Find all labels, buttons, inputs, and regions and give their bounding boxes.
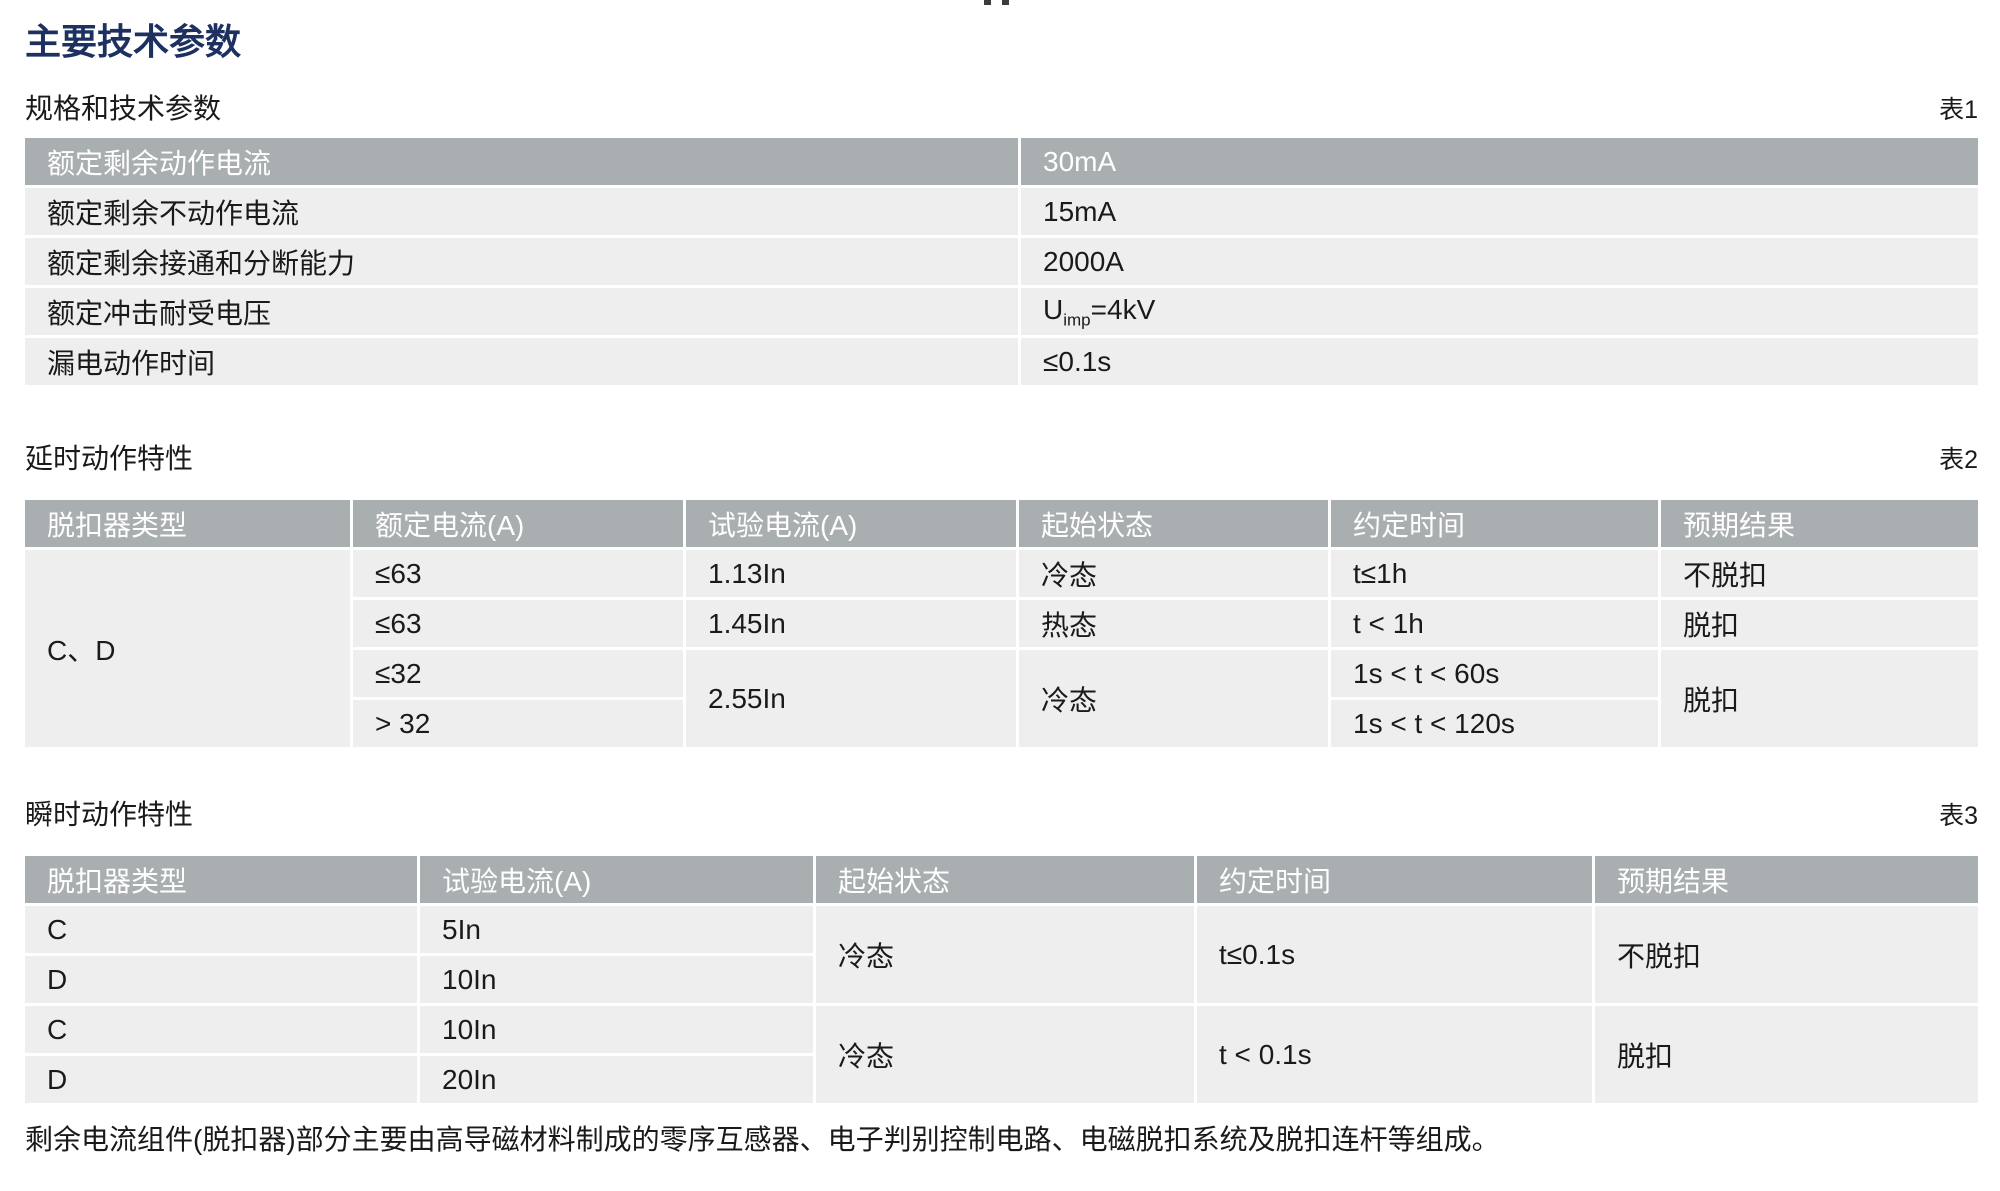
conventional-time-cell: t≤0.1s bbox=[1197, 906, 1592, 1003]
section-head-spec: 规格和技术参数 表1 bbox=[25, 92, 1978, 126]
column-header: 约定时间 bbox=[1331, 500, 1658, 547]
rated-current-cell: ≤32 bbox=[353, 650, 683, 697]
column-header: 起始状态 bbox=[816, 856, 1194, 903]
trip-type-cell: C bbox=[25, 906, 417, 953]
conventional-time-cell: t < 0.1s bbox=[1197, 1006, 1592, 1103]
table-header-row: 脱扣器类型 试验电流(A) 起始状态 约定时间 预期结果 bbox=[25, 856, 1978, 903]
expected-result-cell: 不脱扣 bbox=[1661, 550, 1978, 597]
table-row: 额定剩余接通和分断能力 2000A bbox=[25, 238, 1978, 285]
value-rest: =4kV bbox=[1090, 294, 1156, 326]
spec-table: 额定剩余动作电流 30mA 额定剩余不动作电流 15mA 额定剩余接通和分断能力… bbox=[22, 135, 1981, 388]
section-heading-delay: 延时动作特性 bbox=[25, 443, 194, 474]
instant-table: 脱扣器类型 试验电流(A) 起始状态 约定时间 预期结果 C 5In 冷态 t≤… bbox=[22, 853, 1981, 1106]
param-name-cell: 漏电动作时间 bbox=[25, 338, 1018, 385]
initial-state-cell: 冷态 bbox=[1019, 550, 1328, 597]
table-row: C、D ≤63 1.13In 冷态 t≤1h 不脱扣 bbox=[25, 550, 1978, 747]
table-row: D 10In bbox=[25, 956, 1978, 1003]
table-row: ≤63 1.45In 热态 t < 1h 脱扣 bbox=[25, 600, 1978, 647]
initial-state-cell: 冷态 bbox=[816, 906, 1194, 1003]
test-current-cell: 10In bbox=[420, 1006, 813, 1053]
expected-result-cell: 脱扣 bbox=[1595, 1006, 1978, 1103]
cropped-text-artifact bbox=[1002, 0, 1009, 5]
param-name-cell: 额定剩余不动作电流 bbox=[25, 188, 1018, 235]
param-value-cell: 30mA bbox=[1021, 138, 1978, 185]
conventional-time-cell: t≤1h bbox=[1331, 550, 1658, 597]
value-base: U bbox=[1043, 294, 1064, 326]
expected-result-cell: 不脱扣 bbox=[1595, 906, 1978, 1003]
param-value-cell: 15mA bbox=[1021, 188, 1978, 235]
param-value-cell: ≤0.1s bbox=[1021, 338, 1978, 385]
table-row: ≤32 2.55In 冷态 1s < t < 60s 脱扣 bbox=[25, 650, 1978, 747]
test-current-cell: 1.45In bbox=[686, 600, 1016, 647]
test-current-cell: 20In bbox=[420, 1056, 813, 1103]
table-row: 额定剩余不动作电流 15mA bbox=[25, 188, 1978, 235]
conventional-time-cell: 1s < t < 60s bbox=[1331, 650, 1658, 697]
initial-state-cell: 冷态 bbox=[1019, 650, 1328, 747]
column-header: 额定电流(A) bbox=[353, 500, 683, 547]
table-row: 额定冲击耐受电压 Uimp=4kV bbox=[25, 288, 1978, 335]
page-title: 主要技术参数 bbox=[25, 21, 242, 62]
initial-state-cell: 热态 bbox=[1019, 600, 1328, 647]
section-head-instant: 瞬时动作特性 表3 bbox=[25, 798, 1978, 832]
table-label-1: 表1 bbox=[1939, 96, 1978, 124]
conventional-time-cell: t < 1h bbox=[1331, 600, 1658, 647]
table-header-row: 脱扣器类型 额定电流(A) 试验电流(A) 起始状态 约定时间 预期结果 bbox=[25, 500, 1978, 547]
table-row: 额定剩余动作电流 30mA bbox=[25, 138, 1978, 185]
column-header: 预期结果 bbox=[1661, 500, 1978, 547]
column-header: 脱扣器类型 bbox=[25, 856, 417, 903]
test-current-cell: 10In bbox=[420, 956, 813, 1003]
column-header: 脱扣器类型 bbox=[25, 500, 350, 547]
param-value-cell: Uimp=4kV bbox=[1021, 288, 1978, 335]
trip-type-cell: D bbox=[25, 1056, 417, 1103]
trip-type-cell: D bbox=[25, 956, 417, 1003]
table-row: C 5In 冷态 t≤0.1s 不脱扣 bbox=[25, 906, 1978, 1003]
column-header: 预期结果 bbox=[1595, 856, 1978, 903]
param-name-cell: 额定剩余动作电流 bbox=[25, 138, 1018, 185]
expected-result-cell: 脱扣 bbox=[1661, 600, 1978, 647]
test-current-cell: 1.13In bbox=[686, 550, 1016, 597]
column-header: 试验电流(A) bbox=[420, 856, 813, 903]
column-header: 起始状态 bbox=[1019, 500, 1328, 547]
section-head-delay: 延时动作特性 表2 bbox=[25, 442, 1978, 476]
delay-table: 脱扣器类型 额定电流(A) 试验电流(A) 起始状态 约定时间 预期结果 C、D… bbox=[22, 497, 1981, 750]
table-row: C 10In 冷态 t < 0.1s 脱扣 bbox=[25, 1006, 1978, 1103]
table-label-3: 表3 bbox=[1939, 802, 1978, 830]
rated-current-cell: ≤63 bbox=[353, 600, 683, 647]
param-name-cell: 额定冲击耐受电压 bbox=[25, 288, 1018, 335]
table-row: 漏电动作时间 ≤0.1s bbox=[25, 338, 1978, 385]
test-current-cell: 5In bbox=[420, 906, 813, 953]
trip-type-cell: C、D bbox=[25, 550, 350, 747]
column-header: 约定时间 bbox=[1197, 856, 1592, 903]
param-name-cell: 额定剩余接通和分断能力 bbox=[25, 238, 1018, 285]
trip-type-cell: C bbox=[25, 1006, 417, 1053]
rated-current-cell: ≤63 bbox=[353, 550, 683, 597]
table-row: > 32 1s < t < 120s bbox=[25, 700, 1978, 747]
value-subscript: imp bbox=[1063, 310, 1091, 330]
footnote: 剩余电流组件(脱扣器)部分主要由高导磁材料制成的零序互感器、电子判别控制电路、电… bbox=[25, 1124, 1500, 1155]
section-heading-instant: 瞬时动作特性 bbox=[25, 799, 194, 830]
conventional-time-cell: 1s < t < 120s bbox=[1331, 700, 1658, 747]
table-row: D 20In bbox=[25, 1056, 1978, 1103]
param-value-cell: 2000A bbox=[1021, 238, 1978, 285]
test-current-cell: 2.55In bbox=[686, 650, 1016, 747]
section-heading-spec: 规格和技术参数 bbox=[25, 93, 222, 124]
rated-current-cell: > 32 bbox=[353, 700, 683, 747]
cropped-text-artifact bbox=[984, 0, 991, 5]
initial-state-cell: 冷态 bbox=[816, 1006, 1194, 1103]
column-header: 试验电流(A) bbox=[686, 500, 1016, 547]
expected-result-cell: 脱扣 bbox=[1661, 650, 1978, 747]
table-label-2: 表2 bbox=[1939, 446, 1978, 474]
